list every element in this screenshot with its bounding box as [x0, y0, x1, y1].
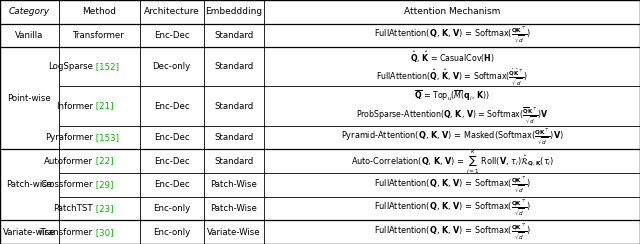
Text: Informer: Informer [56, 102, 93, 111]
Text: Standard: Standard [214, 31, 253, 40]
Text: Enc-only: Enc-only [153, 204, 190, 213]
Text: Patch-Wise: Patch-Wise [211, 204, 257, 213]
Text: Point-wise: Point-wise [8, 94, 51, 103]
Text: [30]: [30] [93, 228, 114, 237]
Text: Attention Mechanism: Attention Mechanism [404, 7, 500, 16]
Text: Patch-Wise: Patch-Wise [211, 180, 257, 189]
Text: Dec-only: Dec-only [152, 62, 191, 71]
Text: [29]: [29] [93, 180, 114, 189]
Text: Enc-Dec: Enc-Dec [154, 31, 189, 40]
Text: Vanilla: Vanilla [15, 31, 44, 40]
Text: ProbSparse-Attention($\mathbf{Q}$, $\mathbf{K}$, $\mathbf{V}$) = Softmax($\frac{: ProbSparse-Attention($\mathbf{Q}$, $\mat… [356, 106, 548, 126]
Text: FullAttention($\hat{\mathbf{Q}}$, $\hat{\mathbf{K}}$, $\mathbf{V}$) = Softmax($\: FullAttention($\hat{\mathbf{Q}}$, $\hat{… [376, 66, 529, 88]
Text: Standard: Standard [214, 62, 253, 71]
Text: Autoformer: Autoformer [44, 157, 93, 166]
Text: [153]: [153] [93, 133, 120, 142]
Text: Enc-only: Enc-only [153, 228, 190, 237]
Text: Method: Method [82, 7, 116, 16]
Text: LogSparse: LogSparse [48, 62, 93, 71]
Text: $\hat{\mathbf{Q}}$, $\hat{\mathbf{K}}$ = CasualCov($\mathbf{H}$): $\hat{\mathbf{Q}}$, $\hat{\mathbf{K}}$ =… [410, 49, 495, 64]
Text: Category: Category [9, 7, 50, 16]
Text: [22]: [22] [93, 157, 114, 166]
Text: FullAttention($\mathbf{Q}$, $\mathbf{K}$, $\mathbf{V}$) = Softmax($\frac{\mathbf: FullAttention($\mathbf{Q}$, $\mathbf{K}$… [374, 175, 531, 195]
Text: FullAttention($\mathbf{Q}$, $\mathbf{K}$, $\mathbf{V}$) = Softmax($\frac{\mathbf: FullAttention($\mathbf{Q}$, $\mathbf{K}$… [374, 222, 531, 242]
Text: Enc-Dec: Enc-Dec [154, 102, 189, 111]
Text: PatchTST: PatchTST [53, 204, 93, 213]
Text: Variate-Wise: Variate-Wise [207, 228, 260, 237]
Text: FullAttention($\mathbf{Q}$, $\mathbf{K}$, $\mathbf{V}$) = Softmax($\frac{\mathbf: FullAttention($\mathbf{Q}$, $\mathbf{K}$… [374, 199, 531, 218]
Text: Variate-wise: Variate-wise [3, 228, 56, 237]
Text: Enc-Dec: Enc-Dec [154, 157, 189, 166]
Text: Transformer: Transformer [74, 31, 125, 40]
Text: Pyraformer: Pyraformer [45, 133, 93, 142]
Text: $\overline{\mathbf{Q}}$ = Top$_u$($\overline{M}$($\mathbf{q}_i$, $\mathbf{K}$)): $\overline{\mathbf{Q}}$ = Top$_u$($\over… [414, 88, 490, 103]
Text: [152]: [152] [93, 62, 120, 71]
Text: iTransformer: iTransformer [38, 228, 93, 237]
Text: Enc-Dec: Enc-Dec [154, 180, 189, 189]
Text: Embeddding: Embeddding [205, 7, 262, 16]
Text: Enc-Dec: Enc-Dec [154, 133, 189, 142]
Text: Standard: Standard [214, 157, 253, 166]
Text: Architecture: Architecture [143, 7, 200, 16]
Text: Standard: Standard [214, 102, 253, 111]
Text: FullAttention($\mathbf{Q}$, $\mathbf{K}$, $\mathbf{V}$) = Softmax($\frac{\mathbf: FullAttention($\mathbf{Q}$, $\mathbf{K}$… [374, 26, 531, 45]
Text: [23]: [23] [93, 204, 114, 213]
Text: Pyramid-Attention($\mathbf{Q}$, $\mathbf{K}$, $\mathbf{V}$) = Masked(Softmax($\f: Pyramid-Attention($\mathbf{Q}$, $\mathbf… [340, 127, 564, 147]
Text: Standard: Standard [214, 133, 253, 142]
Text: Crossformer: Crossformer [40, 180, 93, 189]
Text: Auto-Correlation($\mathbf{Q}$, $\mathbf{K}$, $\mathbf{V}$) = $\sum_{i=1}^{k}$ Ro: Auto-Correlation($\mathbf{Q}$, $\mathbf{… [351, 147, 554, 175]
Text: Patch-wise: Patch-wise [6, 180, 52, 189]
Text: [21]: [21] [93, 102, 114, 111]
